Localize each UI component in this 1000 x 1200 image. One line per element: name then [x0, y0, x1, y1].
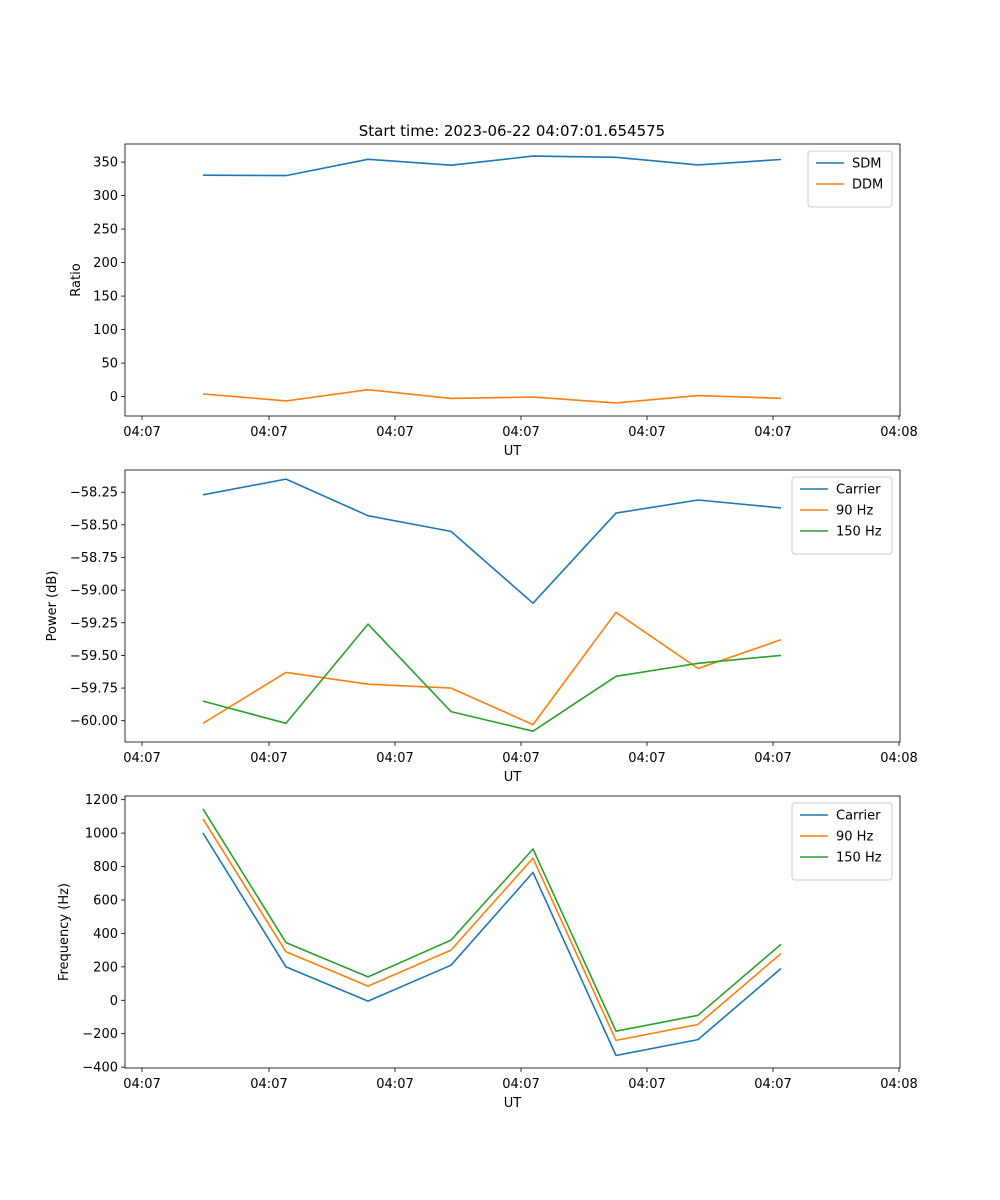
y-tick-label: 200	[93, 960, 118, 975]
y-tick-label: 800	[93, 860, 118, 875]
x-tick-label: 04:07	[754, 751, 791, 766]
x-tick-label: 04:07	[123, 1077, 160, 1092]
legend-label: Carrier	[836, 483, 881, 498]
y-tick-label: 600	[93, 893, 118, 908]
x-tick-label: 04:07	[376, 425, 413, 440]
axes-frame	[124, 795, 901, 1069]
y-axis-label: Power (dB)	[45, 571, 60, 642]
legend: Carrier 90 Hz 150 Hz	[791, 476, 893, 555]
legend-box	[807, 150, 893, 208]
x-tick-label: 04:07	[754, 1077, 791, 1092]
series-line-150-hz	[202, 808, 782, 1032]
series-line-90-hz	[202, 818, 782, 1042]
series-line-sdm	[202, 155, 782, 177]
figure-title: Start time: 2023-06-22 04:07:01.654575	[359, 122, 665, 140]
y-tick-label: 0	[110, 390, 118, 405]
legend-label: 90 Hz	[836, 504, 873, 519]
y-axis-label: Ratio	[69, 263, 84, 296]
legend: Carrier 90 Hz 150 Hz	[791, 802, 893, 881]
x-tick-label: 04:07	[376, 1077, 413, 1092]
x-tick-label: 04:07	[123, 425, 160, 440]
x-tick-label: 04:07	[628, 425, 665, 440]
y-tick-label: −58.50	[70, 518, 118, 533]
x-tick-label: 04:08	[880, 751, 917, 766]
x-axis-label: UT	[504, 770, 522, 785]
y-tick-label: −59.50	[70, 649, 118, 664]
y-tick-label: 400	[93, 927, 118, 942]
x-axis-label: UT	[504, 444, 522, 459]
y-tick-label: −59.75	[70, 682, 118, 697]
series-line-150-hz	[202, 623, 782, 733]
legend-label: 150 Hz	[836, 525, 882, 540]
x-axis-label: UT	[504, 1096, 522, 1111]
legend-box	[791, 476, 893, 555]
y-tick-label: −200	[82, 1027, 118, 1042]
series-line-carrier	[202, 832, 782, 1057]
legend-label: Carrier	[836, 809, 881, 824]
y-tick-label: 250	[93, 223, 118, 238]
legend: SDM DDM	[807, 150, 893, 208]
y-tick-label: 50	[101, 357, 118, 372]
x-tick-label: 04:07	[250, 751, 287, 766]
series-line-carrier	[202, 478, 782, 605]
x-tick-label: 04:07	[628, 751, 665, 766]
panels: 0 50 100 150 200 250 300 350 04:07 04:07 04:07 04:0…	[45, 143, 918, 1111]
y-tick-label: 300	[93, 189, 118, 204]
y-tick-label: −58.75	[70, 551, 118, 566]
y-tick-label: −60.00	[70, 714, 118, 729]
y-tick-label: 0	[110, 994, 118, 1009]
chart-panel-1: 0 50 100 150 200 250 300 350 04:07 04:07 04:07 04:0…	[69, 143, 918, 459]
legend-label: 90 Hz	[836, 830, 873, 845]
x-tick-label: 04:08	[880, 425, 917, 440]
x-tick-label: 04:07	[250, 425, 287, 440]
x-tick-label: 04:07	[250, 1077, 287, 1092]
y-axis-label: Frequency (Hz)	[57, 883, 72, 981]
y-tick-label: 1000	[85, 827, 118, 842]
x-tick-label: 04:07	[502, 1077, 539, 1092]
y-tick-label: 100	[93, 323, 118, 338]
y-tick-label: 350	[93, 156, 118, 171]
x-tick-label: 04:07	[502, 751, 539, 766]
y-tick-label: 200	[93, 256, 118, 271]
axes-frame	[124, 143, 901, 417]
x-tick-label: 04:07	[502, 425, 539, 440]
axes-frame	[124, 469, 901, 743]
y-tick-label: −58.25	[70, 486, 118, 501]
chart-panel-2: −60.00 −59.75 −59.50 −59.25 −59.00 −58.75 −58.…	[45, 469, 918, 785]
x-tick-label: 04:07	[628, 1077, 665, 1092]
y-tick-label: 150	[93, 290, 118, 305]
series-line-90-hz	[202, 611, 782, 726]
x-tick-label: 04:07	[376, 751, 413, 766]
series-line-ddm	[202, 388, 782, 404]
y-tick-label: −400	[82, 1061, 118, 1076]
legend-box	[791, 802, 893, 881]
legend-label: 150 Hz	[836, 851, 882, 866]
y-tick-label: −59.00	[70, 584, 118, 599]
legend-label: DDM	[852, 178, 883, 193]
chart-panel-3: −400 −200 0 200 400 600 800 1000 1200 04:07 04:07 0…	[57, 793, 918, 1111]
legend-label: SDM	[852, 157, 881, 172]
x-tick-label: 04:07	[123, 751, 160, 766]
y-tick-label: 1200	[85, 793, 118, 808]
y-tick-label: −59.25	[70, 616, 118, 631]
x-tick-label: 04:07	[754, 425, 791, 440]
x-tick-label: 04:08	[880, 1077, 917, 1092]
